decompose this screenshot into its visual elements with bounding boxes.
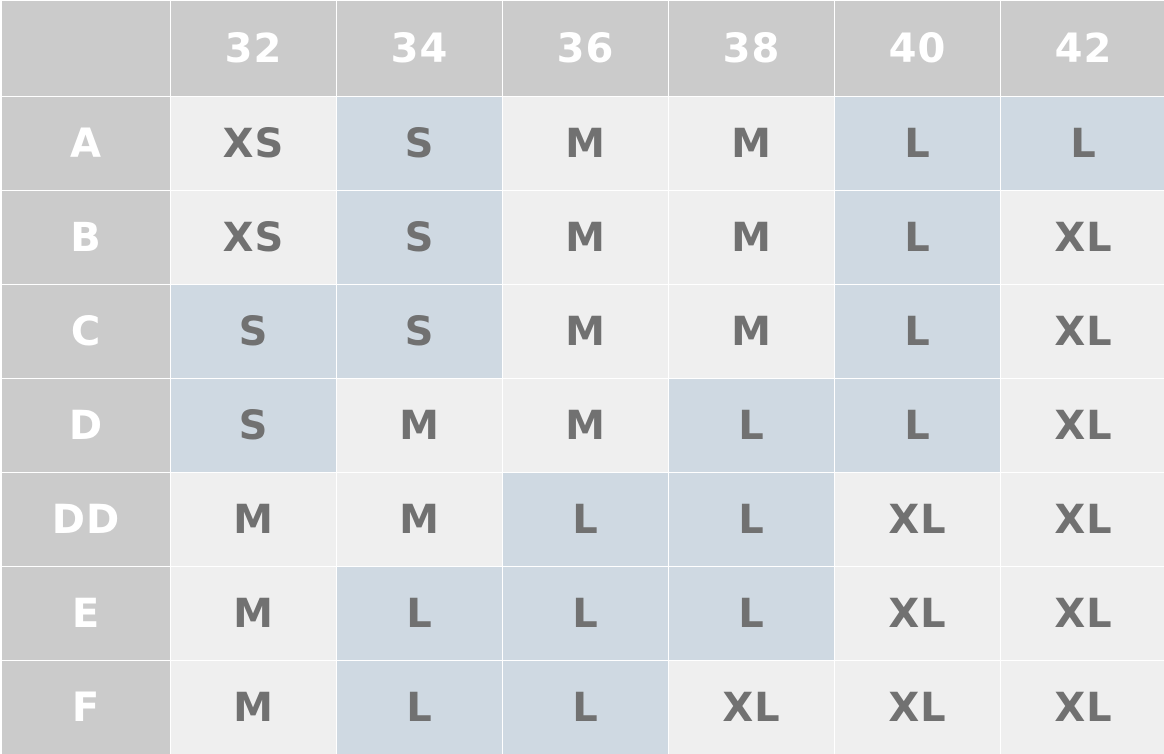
size-cell: M [669, 191, 834, 284]
size-cell: M [337, 473, 502, 566]
size-cell: L [337, 661, 502, 754]
size-cell: M [171, 567, 336, 660]
cup-header-a: A [2, 97, 170, 190]
size-cell: L [337, 567, 502, 660]
size-cell: XL [669, 661, 834, 754]
cup-header-d: D [2, 379, 170, 472]
size-cell: L [503, 661, 668, 754]
size-cell: XS [171, 97, 336, 190]
size-cell: M [669, 285, 834, 378]
size-cell: M [669, 97, 834, 190]
size-cell: XL [835, 567, 1000, 660]
band-header-40: 40 [835, 1, 1000, 96]
size-cell: M [337, 379, 502, 472]
size-cell: L [835, 285, 1000, 378]
size-cell: S [171, 379, 336, 472]
corner-cell [2, 1, 170, 96]
size-cell: M [503, 379, 668, 472]
cup-header-e: E [2, 567, 170, 660]
size-cell: L [503, 473, 668, 566]
size-cell: L [835, 379, 1000, 472]
size-cell: XL [1001, 191, 1164, 284]
size-cell: M [503, 97, 668, 190]
band-header-42: 42 [1001, 1, 1164, 96]
band-header-34: 34 [337, 1, 502, 96]
size-cell: XL [1001, 285, 1164, 378]
band-header-32: 32 [171, 1, 336, 96]
size-cell: XL [1001, 473, 1164, 566]
cup-header-b: B [2, 191, 170, 284]
size-cell: XL [835, 473, 1000, 566]
size-cell: S [171, 285, 336, 378]
size-cell: XS [171, 191, 336, 284]
size-cell: S [337, 97, 502, 190]
size-cell: XL [1001, 567, 1164, 660]
size-cell: L [503, 567, 668, 660]
size-cell: XL [1001, 379, 1164, 472]
size-cell: M [171, 473, 336, 566]
size-cell: L [669, 379, 834, 472]
size-cell: L [669, 567, 834, 660]
size-cell: XL [1001, 661, 1164, 754]
size-cell: L [669, 473, 834, 566]
size-cell: M [503, 191, 668, 284]
band-header-38: 38 [669, 1, 834, 96]
size-cell: M [171, 661, 336, 754]
size-cell: M [503, 285, 668, 378]
size-cell: XL [835, 661, 1000, 754]
size-cell: S [337, 191, 502, 284]
cup-header-f: F [2, 661, 170, 754]
size-cell: L [1001, 97, 1164, 190]
size-cell: L [835, 191, 1000, 284]
cup-header-dd: DD [2, 473, 170, 566]
size-cell: S [337, 285, 502, 378]
cup-header-c: C [2, 285, 170, 378]
band-header-36: 36 [503, 1, 668, 96]
size-cell: L [835, 97, 1000, 190]
